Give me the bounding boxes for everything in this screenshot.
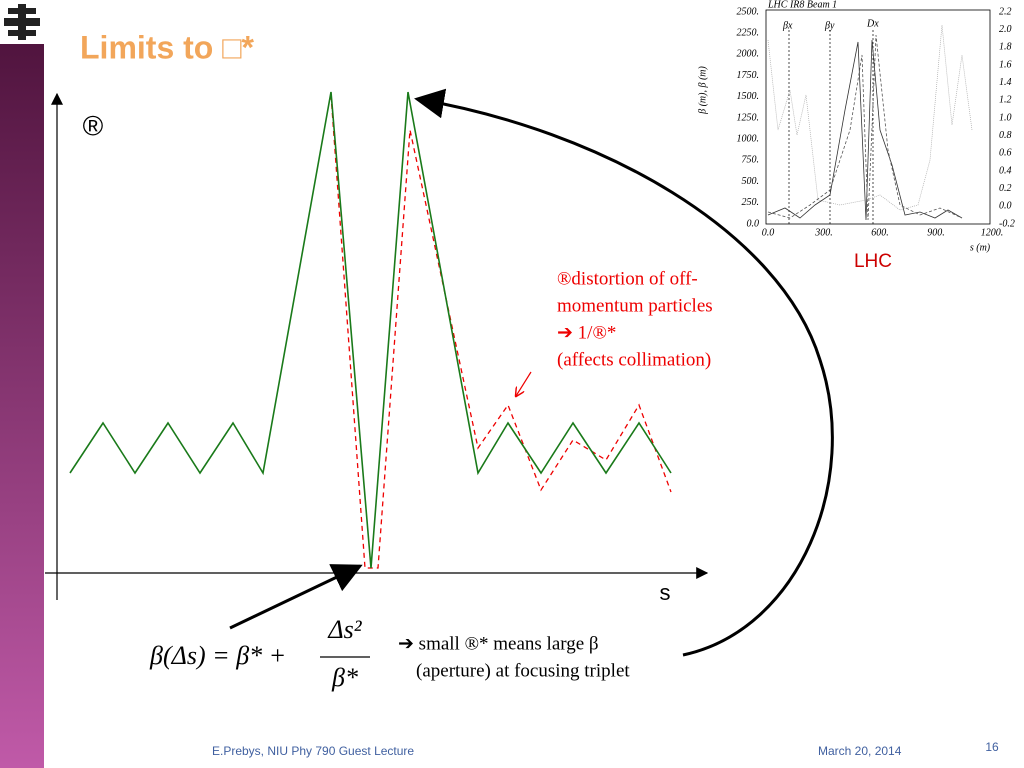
inset-x-label: s (m) xyxy=(970,242,991,253)
inset-tick-label: 2250. xyxy=(737,27,760,38)
annotation-line: momentum particles xyxy=(557,295,713,316)
inset-tick-label: 0.0 xyxy=(747,218,760,229)
inset-tick-label: 0.2 xyxy=(999,183,1012,194)
inset-tick-label: 1200. xyxy=(981,227,1004,238)
inset-tick-label: 1.2 xyxy=(999,95,1012,106)
beta-function xyxy=(69,91,672,569)
curved-arrow xyxy=(414,88,834,657)
formula-lhs: β(Δs) = β* + xyxy=(149,641,286,670)
inset-tick-label: 0.0 xyxy=(999,201,1012,212)
inset-tick-label: -0.2 xyxy=(999,218,1015,229)
inset-tick-label: 500. xyxy=(742,176,760,187)
perturbed-beta xyxy=(330,94,672,569)
inset: LHC IR8 Beam 1 2500. 2250. 2000. 1750. 1500.… xyxy=(697,0,1015,272)
inset-tick-label: 2.0 xyxy=(999,24,1012,35)
note-line: (aperture) at focusing triplet xyxy=(416,660,630,681)
inset-tick-label: 2.2 xyxy=(999,6,1012,17)
footer-date: March 20, 2014 xyxy=(818,744,902,758)
annotation: ®distortion of off- momentum particles ➔… xyxy=(557,268,713,370)
sidebar xyxy=(0,0,44,768)
inset-marker: βy xyxy=(824,20,835,31)
inset-title: LHC IR8 Beam 1 xyxy=(767,0,837,10)
beta-label: ® xyxy=(83,110,104,141)
inset-tick-label: 0.0 xyxy=(762,227,775,238)
inset-curve xyxy=(767,24,973,211)
formula: β(Δs) = β* + Δs² β* xyxy=(149,615,370,692)
red-arrow xyxy=(516,371,532,396)
inset-tick-label: 1.4 xyxy=(999,77,1012,88)
formula-arrow xyxy=(229,564,363,630)
inset-caption: LHC xyxy=(854,251,892,272)
inset-tick-label: 750. xyxy=(742,155,760,166)
inset-curve xyxy=(767,39,963,221)
inset-tick-label: 0.6 xyxy=(999,148,1012,159)
inset-tick-label: 1.0 xyxy=(999,112,1012,123)
logo xyxy=(4,4,40,40)
inset-tick-label: 600. xyxy=(871,227,889,238)
inset-frame xyxy=(765,9,991,225)
formula-denominator: β* xyxy=(331,663,358,692)
inset-tick-label: 0.8 xyxy=(999,130,1012,141)
page-number: 16 xyxy=(985,740,999,754)
inset-y-label: β (m), β (m) xyxy=(697,65,708,114)
inset-tick-label: 250. xyxy=(742,197,760,208)
inset-tick-label: 300. xyxy=(814,227,833,238)
inset-curve xyxy=(767,34,963,221)
annotation-line: ➔ 1/®* xyxy=(557,322,616,343)
inset-tick-label: 2500. xyxy=(737,6,760,17)
inset-marker: Dx xyxy=(866,18,879,29)
inset-tick-label: 1.8 xyxy=(999,42,1012,53)
inset-tick-label: 1250. xyxy=(737,112,760,123)
inset-tick-label: 1000. xyxy=(737,133,760,144)
formula-numerator: Δs² xyxy=(327,615,362,644)
footer-author: E.Prebys, NIU Phy 790 Guest Lecture xyxy=(212,744,414,758)
note-line: ➔ small ®* means large β xyxy=(398,633,599,654)
inset-tick-label: 1500. xyxy=(737,91,760,102)
inset-tick-label: 0.4 xyxy=(999,165,1012,176)
title: Limits to □* xyxy=(80,29,255,65)
annotation-line: (affects collimation) xyxy=(557,349,711,370)
annotation-line: ®distortion of off- xyxy=(557,268,698,289)
inset-tick-label: 2000. xyxy=(737,49,760,60)
s-label: s xyxy=(660,580,671,605)
inset-tick-label: 1750. xyxy=(737,70,760,81)
inset-tick-label: 900. xyxy=(927,227,945,238)
inset-marker: βx xyxy=(782,20,793,31)
inset-tick-label: 1.6 xyxy=(999,59,1012,70)
